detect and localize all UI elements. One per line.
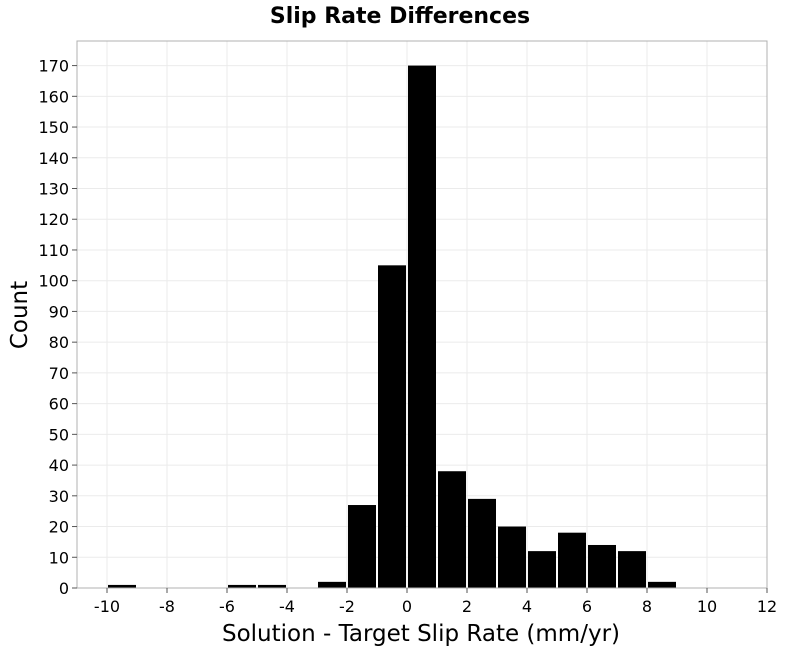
histogram-bar <box>258 584 286 588</box>
histogram-bar <box>468 498 496 588</box>
x-tick-label: 2 <box>462 597 472 616</box>
y-tick-label: 100 <box>38 272 69 291</box>
x-axis: -10 -8 -6 -4 -2 0 2 4 6 8 10 12 <box>94 588 777 616</box>
histogram-bar <box>648 581 676 588</box>
y-axis: 0 10 20 30 40 50 60 70 80 90 100 110 120 130 140 150 160… <box>38 57 77 598</box>
y-tick-label: 70 <box>49 364 69 383</box>
plot-frame <box>76 40 768 589</box>
y-tick-label: 50 <box>49 425 69 444</box>
histogram-bar <box>318 581 346 588</box>
y-tick-label: 30 <box>49 487 69 506</box>
x-tick-label: 12 <box>757 597 777 616</box>
y-tick-label: 60 <box>49 395 69 414</box>
histogram-bar <box>378 265 406 588</box>
y-tick-label: 120 <box>38 210 69 229</box>
y-tick-label: 170 <box>38 57 69 76</box>
bars <box>108 65 676 588</box>
y-tick-label: 0 <box>59 579 69 598</box>
y-axis-label: Count <box>7 281 33 349</box>
y-tick-label: 160 <box>38 87 69 106</box>
y-tick-label: 90 <box>49 302 69 321</box>
x-tick-label: 6 <box>582 597 592 616</box>
x-tick-label: -8 <box>159 597 175 616</box>
histogram-bar <box>228 584 256 588</box>
x-tick-label: 0 <box>402 597 412 616</box>
histogram-bar <box>108 584 136 588</box>
chart-title: Slip Rate Differences <box>270 4 530 29</box>
x-tick-label: -6 <box>219 597 235 616</box>
y-tick-label: 20 <box>49 518 69 537</box>
y-tick-label: 10 <box>49 548 69 567</box>
y-tick-label: 80 <box>49 333 69 352</box>
x-axis-label: Solution - Target Slip Rate (mm/yr) <box>222 621 620 647</box>
histogram-bar <box>588 544 616 588</box>
x-tick-label: 4 <box>522 597 532 616</box>
y-tick-label: 140 <box>38 149 69 168</box>
histogram-bar <box>348 505 376 588</box>
y-tick-label: 150 <box>38 118 69 137</box>
y-tick-label: 40 <box>49 456 69 475</box>
histogram-bar <box>528 551 556 588</box>
histogram-bar <box>618 551 646 588</box>
histogram-bar <box>498 526 526 588</box>
histogram-bar <box>438 471 466 588</box>
histogram-bar <box>558 532 586 588</box>
x-tick-label: 10 <box>697 597 717 616</box>
x-tick-label: -10 <box>94 597 120 616</box>
histogram-bar <box>408 65 436 588</box>
x-tick-label: -2 <box>339 597 355 616</box>
y-tick-label: 110 <box>38 241 69 260</box>
x-tick-label: -4 <box>279 597 295 616</box>
y-tick-label: 130 <box>38 180 69 199</box>
x-tick-label: 8 <box>642 597 652 616</box>
